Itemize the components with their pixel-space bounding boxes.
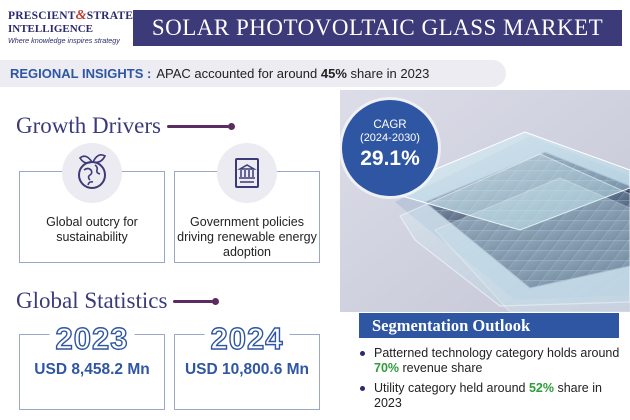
growth-drivers-title: Growth Drivers: [16, 113, 161, 138]
heading-rule: [167, 124, 229, 128]
driver-text: Global outcry for sustainability: [46, 215, 138, 244]
title-banner: SOLAR PHOTOVOLTAIC GLASS MARKET: [133, 10, 622, 46]
logo-line-1: PRESCIENT&STRATEGIC: [8, 8, 155, 24]
regional-share-value: 45%: [320, 66, 347, 81]
cagr-value: 29.1%: [360, 147, 420, 170]
logo-tagline: Where knowledge inspires strategy: [8, 36, 120, 45]
logo-ampersand: &: [75, 8, 87, 23]
regional-insights-label: REGIONAL INSIGHTS :: [10, 66, 152, 81]
segmentation-value: 70%: [374, 361, 400, 375]
government-document-icon: [217, 143, 277, 203]
segmentation-text-pre: Patterned technology category holds arou…: [374, 346, 620, 360]
segmentation-item: Utility category held around 52% share i…: [357, 381, 627, 411]
regional-insights-text: APAC accounted for around 45% share in 2…: [156, 66, 429, 81]
stat-value: USD 8,458.2 Mn: [34, 361, 150, 378]
global-statistics-heading: Global Statistics: [16, 288, 220, 314]
global-statistics-title: Global Statistics: [16, 288, 168, 313]
logo-word-prescient: PRESCIENT: [8, 10, 76, 22]
heading-rule-dot: [212, 297, 220, 305]
driver-card-sustainability: Global outcry for sustainability: [19, 171, 165, 263]
solar-glass-panel-illustration: [340, 90, 630, 313]
growth-drivers-heading: Growth Drivers: [16, 113, 235, 139]
segmentation-text-post: share in 2023: [374, 381, 602, 410]
driver-text: Government policies driving renewable en…: [177, 215, 317, 259]
stat-card-2023: 2023 USD 8,458.2 Mn: [19, 320, 165, 410]
heading-rule-dot: [228, 122, 235, 130]
segmentation-heading: Segmentation Outlook: [359, 313, 619, 338]
globe-leaf-icon: [62, 143, 122, 203]
cagr-label: CAGR: [373, 119, 407, 131]
heading-rule: [173, 299, 214, 303]
regional-text-post: share in 2023: [350, 66, 430, 81]
segmentation-text-post: revenue share: [402, 361, 483, 375]
regional-insights-bar: REGIONAL INSIGHTS : APAC accounted for a…: [0, 60, 506, 87]
stat-year: 2023: [49, 320, 135, 357]
segmentation-item: Patterned technology category holds arou…: [357, 346, 627, 376]
cagr-badge: CAGR (2024-2030) 29.1%: [342, 100, 438, 196]
stat-card-2024: 2024 USD 10,800.6 Mn: [174, 320, 320, 410]
segmentation-title: Segmentation Outlook: [372, 315, 531, 335]
page-title: SOLAR PHOTOVOLTAIC GLASS MARKET: [151, 15, 604, 40]
company-logo: PRESCIENT&STRATEGIC INTELLIGENCE Where k…: [8, 8, 155, 52]
stat-year: 2024: [204, 320, 290, 357]
logo-line-2: INTELLIGENCE: [8, 23, 93, 35]
stat-value: USD 10,800.6 Mn: [184, 361, 310, 378]
segmentation-list: Patterned technology category holds arou…: [357, 346, 627, 416]
segmentation-value: 52%: [528, 381, 554, 395]
regional-text-pre: APAC accounted for around: [156, 66, 318, 81]
cagr-period: (2024-2030): [360, 132, 420, 144]
segmentation-text-pre: Utility category held around: [374, 381, 526, 395]
